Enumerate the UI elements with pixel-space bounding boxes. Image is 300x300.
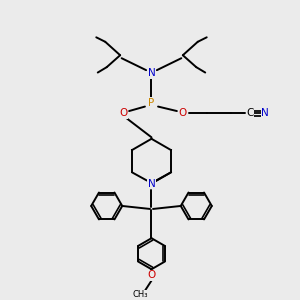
Text: P: P — [148, 98, 154, 108]
Text: O: O — [119, 108, 127, 118]
Text: N: N — [148, 68, 155, 78]
Text: O: O — [179, 108, 187, 118]
Text: C: C — [246, 108, 254, 118]
Text: CH₃: CH₃ — [132, 290, 148, 299]
Text: O: O — [147, 270, 156, 280]
Text: N: N — [261, 108, 269, 118]
Text: N: N — [148, 178, 155, 189]
